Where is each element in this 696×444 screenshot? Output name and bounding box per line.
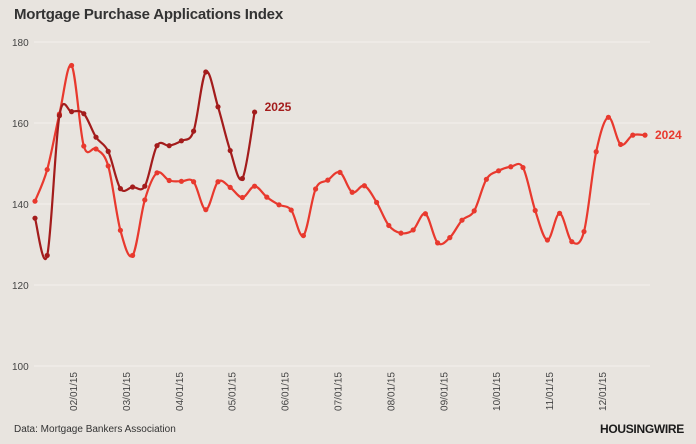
data-point-2024 <box>44 166 50 173</box>
data-point-2024 <box>264 194 270 200</box>
data-point-2024 <box>325 177 331 183</box>
data-point-2024 <box>605 114 612 120</box>
x-tick-label: 08/01/15 <box>386 372 397 411</box>
data-point-2024 <box>410 227 416 233</box>
x-tick-label: 04/01/15 <box>175 372 186 411</box>
data-point-2024 <box>618 141 624 148</box>
data-point-2024 <box>166 177 172 184</box>
data-point-2024 <box>374 199 380 205</box>
data-point-2024 <box>447 235 453 241</box>
x-tick-label: 12/01/15 <box>598 372 609 411</box>
data-point-2024 <box>288 207 294 213</box>
data-point-2024 <box>435 240 441 246</box>
x-tick-label: 10/01/15 <box>492 372 503 411</box>
data-point-2024 <box>496 168 502 174</box>
data-point-2024 <box>69 62 75 69</box>
data-point-2024 <box>117 227 123 233</box>
data-point-2024 <box>32 198 38 204</box>
data-point-2025 <box>130 184 136 190</box>
data-point-2025 <box>252 109 258 115</box>
x-tick-label: 09/01/15 <box>439 372 450 411</box>
data-point-2024 <box>227 184 233 190</box>
data-point-2024 <box>215 179 221 185</box>
data-point-2025 <box>44 252 50 259</box>
data-point-2024 <box>569 239 575 245</box>
data-point-2025 <box>191 128 197 134</box>
y-tick-label: 120 <box>12 281 29 292</box>
data-point-2024 <box>593 149 599 155</box>
data-point-2024 <box>276 202 282 208</box>
data-point-2025 <box>93 134 99 140</box>
data-point-2025 <box>81 111 87 117</box>
data-point-2024 <box>349 189 355 195</box>
data-point-2024 <box>81 143 87 149</box>
data-point-2025 <box>56 113 63 119</box>
data-point-2024 <box>459 217 465 223</box>
x-tick-label: 06/01/15 <box>281 372 292 411</box>
data-point-2025 <box>69 109 75 115</box>
data-point-2025 <box>203 69 209 75</box>
data-point-2025 <box>178 138 184 144</box>
x-tick-label: 02/01/15 <box>69 372 80 411</box>
data-point-2024 <box>178 178 184 184</box>
y-tick-label: 100 <box>12 362 29 373</box>
series-line-2025 <box>33 70 256 260</box>
x-tick-label: 05/01/15 <box>228 372 239 411</box>
data-point-2024 <box>581 228 587 235</box>
data-point-2024 <box>386 222 392 229</box>
data-point-2025 <box>239 175 245 182</box>
data-point-2024 <box>105 163 111 169</box>
data-point-2025 <box>105 148 111 154</box>
data-point-2024 <box>300 232 306 239</box>
data-point-2024 <box>471 208 477 214</box>
data-point-2024 <box>337 169 343 176</box>
data-point-2024 <box>630 132 636 138</box>
source-note: Data: Mortgage Bankers Association <box>14 424 176 435</box>
y-tick-label: 160 <box>12 119 29 130</box>
x-tick-label: 11/01/15 <box>545 372 556 411</box>
y-tick-label: 140 <box>12 200 29 211</box>
y-tick-label: 180 <box>12 38 29 49</box>
data-point-2024 <box>154 170 160 176</box>
data-point-2025 <box>142 183 148 189</box>
data-point-2024 <box>422 211 428 217</box>
data-point-2025 <box>227 147 233 154</box>
data-point-2024 <box>130 252 136 259</box>
data-point-2024 <box>93 146 99 152</box>
data-point-2024 <box>142 197 148 203</box>
chart-title: Mortgage Purchase Applications Index <box>14 6 283 23</box>
series-label-2025: 2025 <box>265 100 292 114</box>
data-point-2024 <box>361 183 367 189</box>
housingwire-logo: HOUSINGWIRE <box>599 422 684 436</box>
data-point-2025 <box>154 143 160 149</box>
data-point-2025 <box>166 143 172 149</box>
data-point-2024 <box>508 164 514 170</box>
data-point-2025 <box>215 104 221 110</box>
data-point-2024 <box>203 207 209 213</box>
data-point-2024 <box>313 186 319 192</box>
series-line-2024 <box>33 64 647 258</box>
data-point-2024 <box>191 179 197 185</box>
data-point-2024 <box>557 210 563 216</box>
data-point-2024 <box>239 194 245 201</box>
data-point-2024 <box>544 237 551 243</box>
data-point-2025 <box>32 215 38 221</box>
series-label-2024: 2024 <box>655 128 682 142</box>
data-point-2024 <box>398 230 404 236</box>
data-point-2024 <box>642 132 648 138</box>
data-point-2024 <box>483 176 489 182</box>
x-tick-label: 03/01/15 <box>122 372 133 411</box>
data-point-2024 <box>520 164 526 171</box>
data-point-2024 <box>532 207 538 214</box>
data-point-2024 <box>252 183 258 189</box>
data-point-2025 <box>117 186 123 192</box>
x-tick-label: 07/01/15 <box>334 372 345 411</box>
